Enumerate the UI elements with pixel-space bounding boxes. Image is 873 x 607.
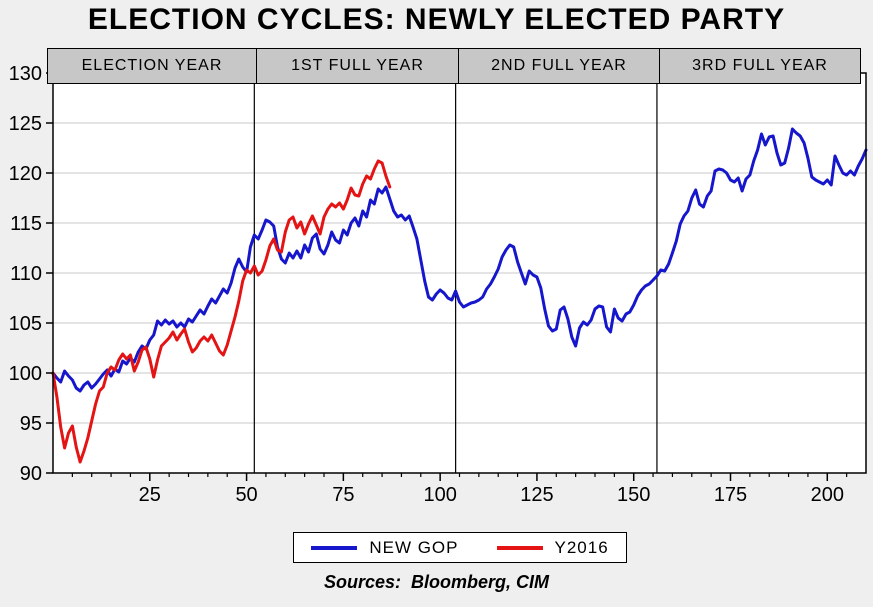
x-axis-tick-labels: 25 50 75 100 125 150 175 200 (139, 484, 844, 506)
new-gop-line-swatch-icon (311, 545, 358, 550)
svg-text:95: 95 (20, 413, 42, 435)
section-header-3rd-full-year: 3RD FULL YEAR (659, 48, 861, 84)
svg-text:115: 115 (10, 213, 42, 235)
section-divider-lines (253, 84, 658, 473)
section-label: 1ST FULL YEAR (291, 57, 424, 74)
section-header-election-year: ELECTION YEAR (47, 48, 257, 84)
svg-text:130: 130 (9, 63, 42, 85)
series-new-gop-line (51, 127, 868, 393)
section-header-2nd-full-year: 2ND FULL YEAR (458, 48, 660, 84)
svg-text:150: 150 (617, 484, 650, 506)
svg-text:200: 200 (811, 484, 844, 506)
svg-text:90: 90 (20, 463, 42, 485)
svg-text:100: 100 (9, 363, 42, 385)
svg-text:100: 100 (423, 484, 456, 506)
y-axis-tick-labels: 90 95 100 105 110 115 120 125 130 (9, 63, 42, 485)
svg-text:105: 105 (9, 313, 42, 335)
section-label: ELECTION YEAR (81, 57, 223, 74)
y-gridlines (53, 122, 866, 424)
svg-text:110: 110 (10, 263, 42, 285)
svg-text:125: 125 (520, 484, 553, 506)
y-axis-ticks (46, 72, 53, 474)
chart-legend: NEW GOP Y2016 (293, 532, 627, 563)
series-y2016-line (51, 159, 392, 464)
y2016-line-swatch-icon (496, 545, 543, 550)
sources-note: Sources: Bloomberg, CIM (323, 572, 550, 592)
svg-text:125: 125 (9, 113, 42, 135)
x-axis-ticks (71, 473, 848, 481)
svg-text:120: 120 (9, 163, 42, 185)
svg-text:175: 175 (714, 484, 747, 506)
svg-text:75: 75 (332, 484, 354, 506)
section-header-1st-full-year: 1ST FULL YEAR (256, 48, 459, 84)
section-label: 3RD FULL YEAR (692, 57, 828, 74)
legend-label-y2016: Y2016 (554, 537, 609, 557)
chart-title: ELECTION CYCLES: NEWLY ELECTED PARTY (87, 3, 786, 36)
section-label: 2ND FULL YEAR (491, 57, 627, 74)
legend-label-new-gop: NEW GOP (369, 537, 459, 557)
svg-text:25: 25 (139, 484, 161, 506)
svg-text:50: 50 (235, 484, 257, 506)
